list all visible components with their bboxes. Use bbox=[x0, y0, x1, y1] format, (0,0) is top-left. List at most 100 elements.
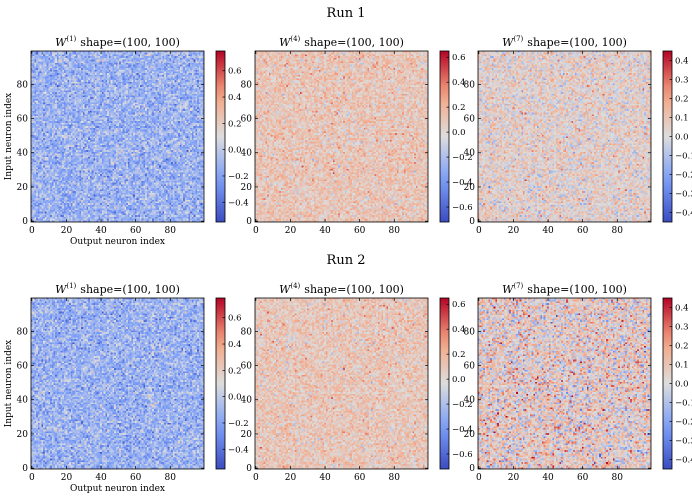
y-tick-label: 40 bbox=[241, 149, 253, 159]
x-axis-label: Output neuron index bbox=[70, 484, 165, 494]
colorbar-tick-label: 0.2 bbox=[228, 119, 242, 129]
colorbar-tick-label: 0.4 bbox=[452, 78, 466, 88]
panel-title: W(1) shape=(100, 100) bbox=[55, 35, 180, 49]
colorbar-frame bbox=[439, 297, 450, 470]
x-tick-label: 0 bbox=[476, 226, 482, 236]
colorbar bbox=[440, 298, 449, 469]
colorbar-tick-label: 0.4 bbox=[228, 93, 242, 103]
run-1-title: Run 1 bbox=[327, 6, 366, 21]
heatmap-image bbox=[255, 298, 428, 469]
colorbar-frame bbox=[439, 50, 450, 223]
colorbar-tick-label: −0.2 bbox=[452, 153, 473, 163]
y-tick-label: 20 bbox=[17, 430, 29, 440]
y-axis-label: Input neuron index bbox=[4, 340, 14, 428]
heatmap-frame bbox=[477, 50, 652, 223]
y-tick-label: 0 bbox=[469, 464, 475, 474]
heatmap-frame bbox=[477, 297, 652, 470]
colorbar-tick-label: −0.6 bbox=[452, 203, 473, 213]
colorbar-tick-label: −0.3 bbox=[675, 437, 692, 447]
heatmap-frame bbox=[30, 50, 205, 223]
heatmap-image bbox=[31, 298, 204, 469]
colorbar bbox=[663, 298, 672, 469]
x-tick-label: 40 bbox=[319, 226, 331, 236]
y-tick-label: 80 bbox=[464, 80, 476, 90]
panel-title: W(4) shape=(100, 100) bbox=[279, 282, 404, 296]
x-tick-label: 0 bbox=[253, 473, 259, 483]
colorbar-tick-label: −0.4 bbox=[675, 209, 692, 219]
y-tick-label: 80 bbox=[241, 80, 253, 90]
y-tick-label: 0 bbox=[469, 217, 475, 227]
colorbar-tick-label: 0.0 bbox=[675, 380, 689, 390]
x-tick-label: 80 bbox=[389, 226, 401, 236]
y-tick-label: 0 bbox=[22, 464, 28, 474]
x-tick-label: 80 bbox=[165, 226, 177, 236]
y-tick-label: 20 bbox=[464, 183, 476, 193]
y-tick-label: 40 bbox=[241, 396, 253, 406]
colorbar-tick-label: −0.4 bbox=[228, 198, 249, 208]
colorbar-tick-label: 0.6 bbox=[452, 300, 466, 310]
heatmap-image bbox=[478, 298, 651, 469]
y-tick-label: 60 bbox=[17, 115, 29, 125]
x-tick-label: 60 bbox=[577, 226, 589, 236]
x-tick-label: 60 bbox=[354, 473, 366, 483]
colorbar-tick-label: 0.4 bbox=[675, 304, 689, 314]
colorbar-tick-label: 0.0 bbox=[675, 133, 689, 143]
x-tick-label: 20 bbox=[508, 473, 520, 483]
y-tick-label: 80 bbox=[241, 327, 253, 337]
heatmap-panels: W(1) shape=(100, 100)0 20 40 60 80020406080Ou… bbox=[4, 35, 692, 494]
heatmap-panel-1: W(1) shape=(100, 100)0 20 40 60 80020406080Ou… bbox=[4, 35, 249, 247]
colorbar-tick-label: 0.2 bbox=[452, 350, 466, 360]
y-tick-label: 40 bbox=[464, 396, 476, 406]
heatmap-frame bbox=[254, 50, 429, 223]
colorbar-tick-label: 0.1 bbox=[675, 114, 689, 124]
x-tick-label: 80 bbox=[612, 226, 624, 236]
x-tick-label: 20 bbox=[61, 473, 73, 483]
colorbar-tick-label: 0.1 bbox=[675, 361, 689, 371]
run-2-title: Run 2 bbox=[327, 253, 366, 268]
colorbar-tick-label: −0.6 bbox=[452, 450, 473, 460]
colorbar-tick-label: −0.4 bbox=[452, 425, 473, 435]
colorbar-tick-label: 0.0 bbox=[228, 393, 242, 403]
colorbar-tick-label: −0.2 bbox=[675, 171, 692, 181]
y-axis-label: Input neuron index bbox=[4, 93, 14, 181]
heatmap-panel-4: W(1) shape=(100, 100)0 20 40 60 80020406080Ou… bbox=[4, 282, 249, 494]
colorbar bbox=[440, 51, 449, 222]
y-tick-label: 20 bbox=[241, 430, 253, 440]
y-tick-label: 80 bbox=[464, 327, 476, 337]
colorbar-tick-label: −0.1 bbox=[675, 152, 692, 162]
colorbar-tick-label: 0.2 bbox=[675, 95, 689, 105]
colorbar-tick-label: −0.2 bbox=[228, 172, 249, 182]
colorbar bbox=[663, 51, 672, 222]
colorbar-tick-label: −0.4 bbox=[675, 456, 692, 466]
x-tick-label: 20 bbox=[61, 226, 73, 236]
colorbar-tick-label: 0.3 bbox=[675, 323, 689, 333]
heatmap-frame bbox=[30, 297, 205, 470]
y-tick-label: 60 bbox=[241, 362, 253, 372]
x-tick-label: 40 bbox=[319, 473, 331, 483]
x-tick-label: 60 bbox=[577, 473, 589, 483]
y-tick-label: 0 bbox=[246, 217, 252, 227]
colorbar-tick-label: 0.0 bbox=[228, 146, 242, 156]
x-tick-label: 0 bbox=[476, 473, 482, 483]
x-axis-label: Output neuron index bbox=[70, 237, 165, 247]
y-tick-label: 20 bbox=[464, 430, 476, 440]
y-tick-label: 60 bbox=[464, 115, 476, 125]
x-tick-label: 80 bbox=[165, 473, 177, 483]
x-tick-label: 20 bbox=[285, 473, 297, 483]
colorbar-tick-label: 0.4 bbox=[228, 340, 242, 350]
colorbar-tick-label: −0.1 bbox=[675, 399, 692, 409]
heatmap-image bbox=[31, 51, 204, 222]
panel-title: W(7) shape=(100, 100) bbox=[502, 282, 627, 296]
x-tick-label: 20 bbox=[508, 226, 520, 236]
heatmap-image bbox=[255, 51, 428, 222]
x-tick-label: 60 bbox=[130, 473, 142, 483]
y-tick-label: 0 bbox=[246, 464, 252, 474]
y-tick-label: 20 bbox=[17, 183, 29, 193]
panel-title: W(4) shape=(100, 100) bbox=[279, 35, 404, 49]
colorbar-tick-label: 0.0 bbox=[452, 375, 466, 385]
x-tick-label: 60 bbox=[130, 226, 142, 236]
colorbar-tick-label: 0.6 bbox=[228, 314, 242, 324]
x-tick-label: 80 bbox=[612, 473, 624, 483]
colorbar-tick-label: 0.2 bbox=[452, 103, 466, 113]
